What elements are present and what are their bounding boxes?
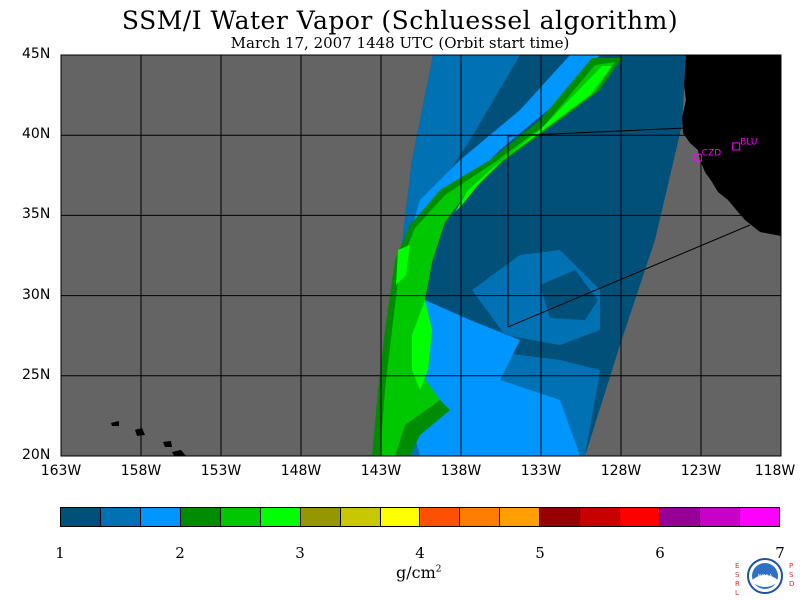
colorbar-tick-label: 4	[415, 544, 425, 562]
colorbar-tick-label: 7	[775, 544, 785, 562]
analysis-sector	[507, 127, 751, 328]
noaa-logo: E S R L NOAA P S D	[735, 558, 794, 597]
colorbar-swatch	[580, 508, 621, 526]
svg-text:P: P	[789, 562, 793, 570]
colorbar-swatch	[660, 508, 700, 526]
lat-label: 25N	[22, 366, 51, 383]
colorbar-tick-label: 3	[295, 544, 305, 562]
swath-level-6b	[412, 300, 432, 390]
swath-level-5	[380, 62, 615, 456]
colorbar-swatch	[260, 508, 301, 526]
map-subtitle: March 17, 2007 1448 UTC (Orbit start tim…	[230, 34, 570, 52]
lon-label: 158W	[120, 463, 162, 479]
svg-text:R: R	[735, 580, 740, 588]
colorbar-swatch	[500, 508, 541, 526]
lat-label: 45N	[22, 46, 51, 62]
lon-label: 128W	[600, 463, 642, 479]
plot-frame	[60, 54, 782, 457]
lon-label: 123W	[680, 463, 722, 479]
site-marker	[732, 142, 741, 151]
lat-label: 35N	[22, 206, 51, 223]
swath-level-3	[400, 55, 600, 456]
colorbar-tick-label: 5	[535, 544, 545, 562]
colorbar-tick-label: 1	[55, 544, 65, 562]
colorbar	[60, 507, 780, 527]
lon-label: 163W	[40, 463, 82, 479]
lat-label: 40N	[22, 126, 51, 143]
svg-text:S: S	[789, 571, 794, 579]
colorbar-tick-label: 6	[655, 544, 665, 562]
lon-label: 118W	[754, 463, 796, 479]
land-mass	[682, 55, 781, 236]
site-markers: CZD BLU	[693, 137, 758, 162]
lon-label: 153W	[200, 463, 242, 479]
svg-text:NOAA: NOAA	[758, 574, 773, 580]
colorbar-swatch	[100, 508, 141, 526]
colorbar-swatch	[340, 508, 381, 526]
colorbar-swatch	[380, 508, 421, 526]
colorbar-swatch	[420, 508, 461, 526]
colorbar-swatch	[540, 508, 581, 526]
island-maui	[163, 441, 172, 447]
lat-label: 30N	[22, 286, 51, 303]
svg-text:L: L	[735, 589, 739, 597]
colorbar-swatch	[739, 508, 779, 526]
swath-level-6c	[396, 245, 410, 285]
swath-level-6	[455, 66, 612, 212]
svg-text:E: E	[735, 562, 739, 570]
site-label: BLU	[740, 137, 757, 147]
site-label: CZD	[702, 149, 721, 159]
map-title: SSM/I Water Vapor (Schluessel algorithm)	[121, 6, 679, 35]
lon-label: 143W	[360, 463, 402, 479]
colorbar-swatch	[620, 508, 661, 526]
site-marker	[693, 153, 702, 162]
island-hawaii	[172, 450, 186, 456]
colorbar-swatch	[460, 508, 501, 526]
units-label: g/cm2	[396, 563, 442, 582]
colorbar-swatch	[700, 508, 740, 526]
lat-lon-grid	[60, 54, 782, 457]
svg-text:D: D	[789, 580, 794, 588]
colorbar-swatch	[220, 508, 261, 526]
island-oahu	[135, 428, 145, 436]
colorbar-swatch	[300, 508, 341, 526]
colorbar-swatch	[61, 508, 101, 526]
colorbar-swatch	[180, 508, 221, 526]
lon-label: 133W	[520, 463, 562, 479]
svg-text:S: S	[735, 571, 740, 579]
island-kauai	[111, 421, 119, 426]
colorbar-tick-label: 2	[175, 544, 185, 562]
colorbar-swatch	[140, 508, 181, 526]
lon-label: 138W	[440, 463, 482, 479]
lat-label: 20N	[22, 447, 51, 463]
lon-label: 148W	[280, 463, 322, 479]
